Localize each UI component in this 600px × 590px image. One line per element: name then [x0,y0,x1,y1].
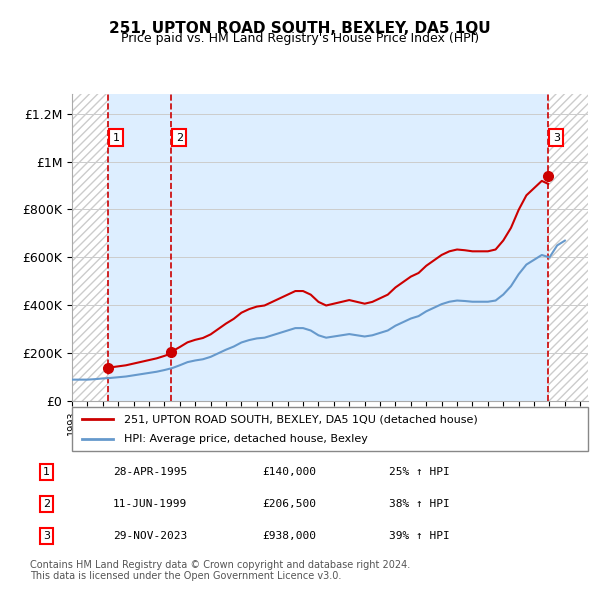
Bar [108,94,171,401]
Text: 25% ↑ HPI: 25% ↑ HPI [389,467,449,477]
Text: 29-NOV-2023: 29-NOV-2023 [113,531,187,541]
Text: 1: 1 [112,133,119,143]
Text: £938,000: £938,000 [262,531,316,541]
Text: 251, UPTON ROAD SOUTH, BEXLEY, DA5 1QU: 251, UPTON ROAD SOUTH, BEXLEY, DA5 1QU [109,21,491,35]
Text: £140,000: £140,000 [262,467,316,477]
Text: This data is licensed under the Open Government Licence v3.0.: This data is licensed under the Open Gov… [30,571,341,581]
Text: Contains HM Land Registry data © Crown copyright and database right 2024.: Contains HM Land Registry data © Crown c… [30,559,410,569]
Text: Price paid vs. HM Land Registry's House Price Index (HPI): Price paid vs. HM Land Registry's House … [121,32,479,45]
Text: 251, UPTON ROAD SOUTH, BEXLEY, DA5 1QU (detached house): 251, UPTON ROAD SOUTH, BEXLEY, DA5 1QU (… [124,415,478,424]
Text: 3: 3 [43,531,50,541]
Text: 28-APR-1995: 28-APR-1995 [113,467,187,477]
Text: 38% ↑ HPI: 38% ↑ HPI [389,499,449,509]
Text: 39% ↑ HPI: 39% ↑ HPI [389,531,449,541]
Text: 2: 2 [176,133,183,143]
Bar [548,94,588,401]
Bar [72,94,108,401]
Text: £206,500: £206,500 [262,499,316,509]
Text: HPI: Average price, detached house, Bexley: HPI: Average price, detached house, Bexl… [124,434,367,444]
Text: 1: 1 [43,467,50,477]
FancyBboxPatch shape [72,407,588,451]
Bar [171,94,548,401]
Text: 2: 2 [43,499,50,509]
Text: 3: 3 [553,133,560,143]
Text: 11-JUN-1999: 11-JUN-1999 [113,499,187,509]
